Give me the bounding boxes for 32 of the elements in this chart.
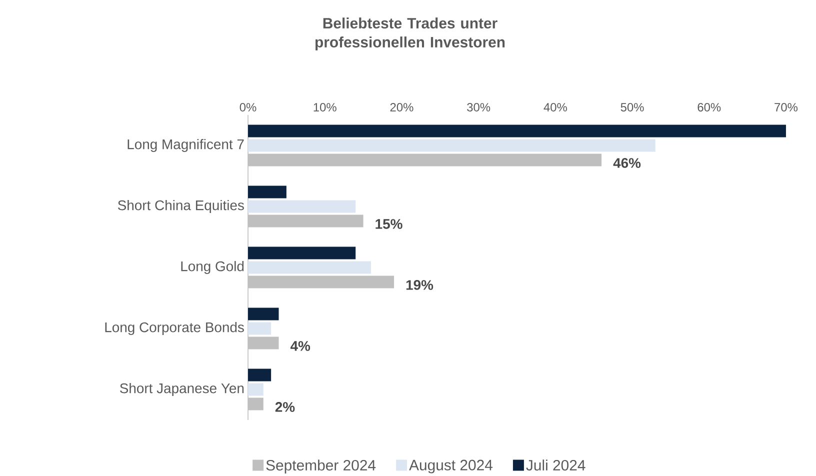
y-tick-label: Short China Equities: [118, 200, 244, 214]
y-tick-label: Short Japanese Yen: [120, 383, 244, 396]
bar: [248, 322, 272, 335]
bar: [248, 186, 286, 198]
bar: [248, 261, 371, 274]
legend-label: September 2024: [266, 460, 376, 474]
bar: [248, 139, 656, 152]
bar: [248, 124, 786, 138]
x-tick-label: 0%: [240, 103, 256, 112]
y-tick-label: Long Corporate Bonds: [105, 322, 244, 336]
y-tick-label: Long Gold: [181, 261, 244, 274]
data-label: 46%: [613, 158, 641, 168]
data-label: 15%: [376, 219, 402, 229]
y-tick-label: Long Magnificent 7: [128, 139, 244, 152]
legend-label: Juli 2024: [526, 460, 586, 471]
data-label: 19%: [406, 280, 434, 290]
legend-label: August 2024: [409, 460, 492, 474]
bar: [248, 383, 264, 396]
bar: [248, 308, 279, 320]
chart-title: Beliebteste Trades unter professionellen Investoren: [315, 18, 505, 50]
x-tick-label: 70%: [774, 103, 798, 112]
x-tick-label: 10%: [314, 103, 336, 112]
x-tick-label: 60%: [698, 103, 721, 112]
x-tick-label: 40%: [544, 103, 567, 112]
x-tick-label: 30%: [467, 103, 490, 112]
bar: [248, 200, 356, 213]
x-tick-label: 20%: [390, 103, 414, 112]
data-label: 4%: [290, 341, 310, 351]
x-tick-label: 50%: [620, 103, 644, 112]
bar: [248, 368, 272, 382]
bar: [248, 246, 356, 260]
data-label: 2%: [275, 402, 295, 412]
